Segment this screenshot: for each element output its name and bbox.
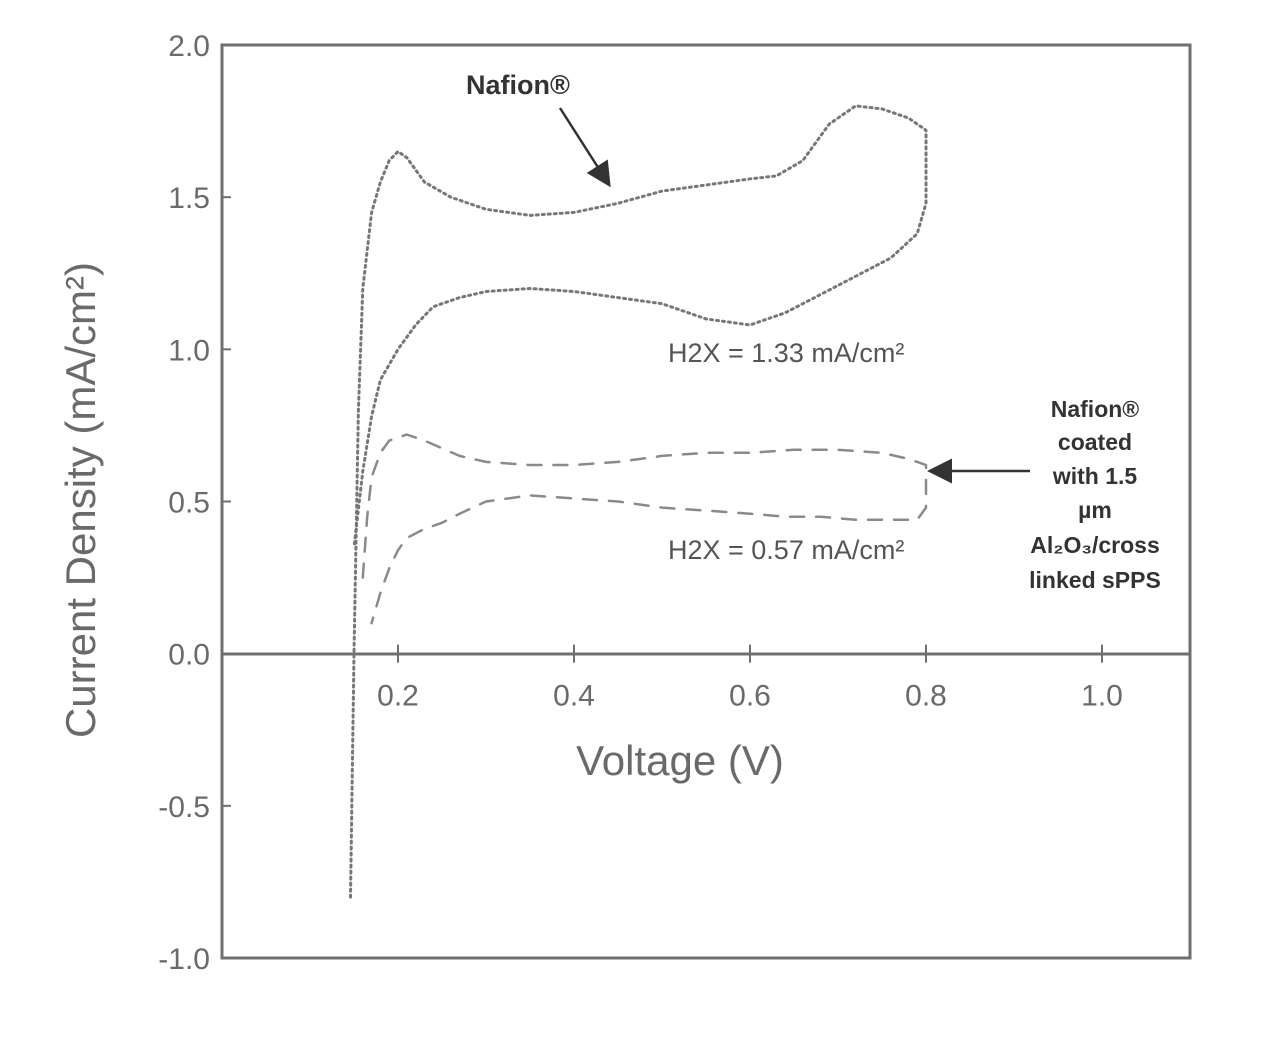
annotation-coated-label: Nafion® coated with 1.5 µm Al₂O₃/cross l… [1029,396,1161,593]
annotation-coated-line-4: µm [1078,497,1112,523]
y-tick-label: -1.0 [158,943,210,976]
annotation-coated-line-5: Al₂O₃/cross [1030,532,1160,558]
y-tick-label: 1.0 [168,334,210,367]
y-tick-label: 0.5 [168,487,210,520]
series-layer [349,104,928,899]
y-tick-label: 2.0 [168,30,210,63]
annotation-coated-line-2: coated [1058,429,1132,455]
series-line-1 [361,433,928,625]
x-tick-label: 1.0 [1081,680,1123,713]
annotation-coated-line-6: linked sPPS [1029,567,1161,593]
y-axis-title: Current Density (mA/cm²) [57,262,104,738]
y-tick-label: 1.5 [168,182,210,215]
plot-area-frame [220,43,1192,960]
series-line-0 [349,104,928,899]
x-axis-ticks: 0.2 0.4 0.6 0.8 1.0 [377,644,1123,713]
annotation-h2x-coated: H2X = 0.57 mA/cm² [668,535,904,565]
annotation-coated-line-3: with 1.5 [1052,463,1138,489]
annotation-nafion-arrow [558,107,611,188]
annotation-coated-line-1: Nafion® [1051,396,1140,422]
annotation-nafion-label: Nafion® [466,70,570,100]
annotation-h2x-nafion: H2X = 1.33 mA/cm² [668,338,904,368]
y-tick-label: -0.5 [158,791,210,824]
x-tick-label: 0.6 [729,680,771,713]
x-axis-title: Voltage (V) [576,737,784,784]
x-tick-label: 0.2 [377,680,419,713]
y-axis-ticks: 2.0 1.5 1.0 0.5 0.0 -0.5 -1.0 [158,30,231,976]
x-tick-label: 0.8 [905,680,947,713]
x-tick-label: 0.4 [553,680,595,713]
y-tick-label: 0.0 [168,639,210,672]
